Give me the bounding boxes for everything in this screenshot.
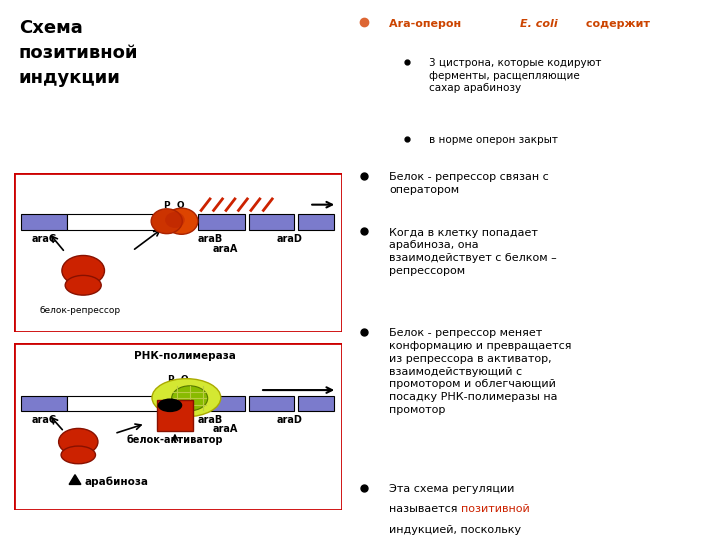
Text: Схема
позитивной
индукции: Схема позитивной индукции (19, 19, 138, 87)
Text: называется: называется (390, 504, 462, 515)
Text: araC: araC (32, 415, 56, 426)
Text: РНК-полимераза: РНК-полимераза (134, 350, 235, 361)
Text: araB: araB (198, 415, 223, 426)
Ellipse shape (152, 379, 221, 417)
Ellipse shape (58, 428, 98, 455)
Text: арабиноза: арабиноза (84, 476, 148, 487)
Text: белок-репрессор: белок-репрессор (40, 306, 120, 315)
Bar (21, 396, 67, 411)
Ellipse shape (171, 386, 207, 411)
Bar (21, 214, 67, 230)
Text: Когда в клетку попадает
арабиноза, она
взаимодействует с белком –
репрессором: Когда в клетку попадает арабиноза, она в… (390, 228, 557, 276)
Bar (198, 214, 246, 230)
Text: индукцией, поскольку: индукцией, поскольку (390, 524, 521, 535)
Text: позитивной: позитивной (462, 504, 530, 515)
Ellipse shape (66, 275, 102, 295)
Text: Белок - репрессор меняет
конформацию и превращается
из репрессора в активатор,
в: Белок - репрессор меняет конформацию и п… (390, 328, 572, 415)
Bar (198, 396, 246, 411)
Bar (67, 396, 171, 411)
Ellipse shape (61, 446, 96, 464)
Text: 3 цистрона, которые кодируют
ферменты, расщепляющие
сахар арабинозу: 3 цистрона, которые кодируют ферменты, р… (429, 58, 602, 93)
Bar (298, 214, 334, 230)
Ellipse shape (158, 399, 182, 412)
Text: araD: araD (276, 415, 302, 426)
Text: araD: araD (276, 234, 302, 244)
Text: Эта схема регуляции: Эта схема регуляции (390, 484, 515, 494)
Bar (248, 214, 294, 230)
Text: белок-активатор: белок-активатор (127, 435, 223, 446)
Text: araA: araA (212, 244, 238, 253)
Ellipse shape (165, 212, 185, 228)
Bar (298, 396, 334, 411)
Text: E. coli: E. coli (520, 18, 558, 29)
Text: P  O: P O (168, 375, 189, 384)
Bar (67, 214, 171, 230)
Text: Ara-оперон: Ara-оперон (390, 18, 465, 29)
Text: araC: araC (32, 234, 56, 244)
Ellipse shape (62, 255, 104, 286)
Bar (248, 396, 294, 411)
Text: P  O: P O (164, 201, 184, 211)
Text: в норме оперон закрыт: в норме оперон закрыт (429, 135, 558, 145)
Text: Белок - репрессор связан с
оператором: Белок - репрессор связан с оператором (390, 172, 549, 195)
Text: содержит: содержит (582, 18, 650, 29)
Polygon shape (69, 475, 81, 484)
Text: araB: araB (198, 234, 223, 244)
Bar (157, 400, 193, 430)
Text: araA: araA (212, 424, 238, 435)
Ellipse shape (151, 209, 182, 234)
Ellipse shape (165, 208, 198, 234)
